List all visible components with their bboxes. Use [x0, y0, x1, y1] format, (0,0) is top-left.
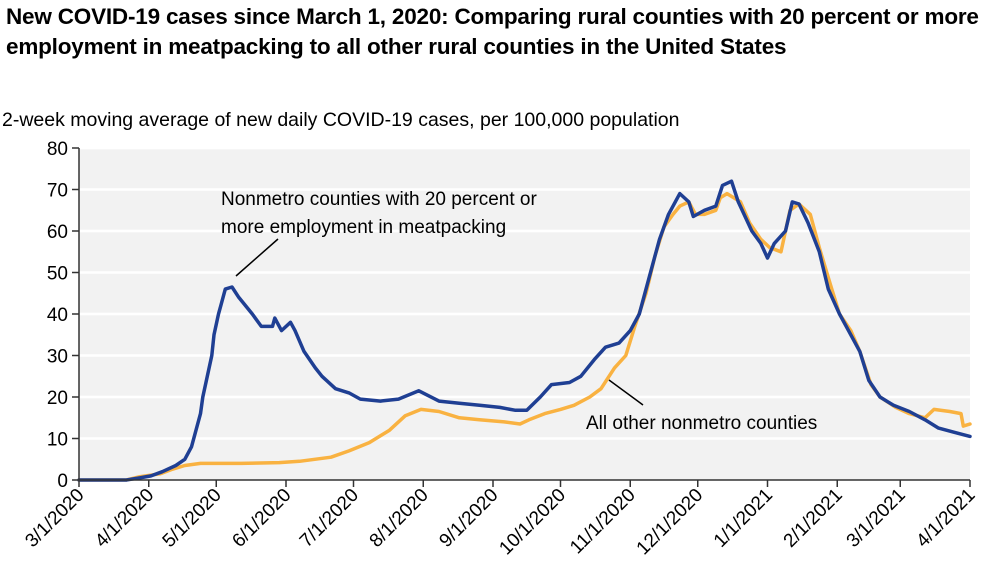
chart-title: New COVID-19 cases since March 1, 2020: …	[6, 4, 979, 59]
y-tick-label: 40	[47, 305, 68, 326]
x-tick-label: 6/1/2020	[228, 485, 295, 552]
x-tick-label: 1/1/2021	[710, 485, 777, 552]
y-tick-label: 80	[47, 139, 68, 160]
x-tick-label: 4/1/2021	[912, 485, 979, 552]
x-tick-label: 4/1/2020	[91, 485, 158, 552]
annotation-other-nonmetro: All other nonmetro counties	[586, 413, 817, 434]
annotation-leader-meatpacking	[235, 238, 279, 277]
x-tick-label: 12/1/2020	[633, 485, 708, 560]
x-tick-label: 3/1/2021	[843, 485, 910, 552]
y-tick-label: 20	[47, 388, 68, 409]
y-tick-label: 10	[47, 430, 68, 451]
x-tick-label: 2/1/2021	[780, 485, 847, 552]
x-tick-label: 9/1/2020	[435, 485, 502, 552]
annotation-leader-other	[608, 379, 644, 406]
y-tick-label: 50	[47, 264, 68, 285]
y-tick-label: 0	[57, 471, 68, 492]
x-tick-label: 10/1/2020	[495, 485, 570, 560]
y-tick-label: 70	[47, 181, 68, 202]
y-tick-label: 60	[47, 222, 68, 243]
annotation-meatpacking-line1: Nonmetro counties with 20 percent or	[221, 189, 537, 210]
annotation-meatpacking-line2: more employment in meatpacking	[221, 217, 506, 238]
x-tick-label: 8/1/2020	[366, 485, 433, 552]
series-line-meatpacking	[77, 179, 972, 482]
x-tick-label: 3/1/2020	[21, 485, 88, 552]
y-tick-label: 30	[47, 347, 68, 368]
x-tick-label: 11/1/2020	[566, 485, 640, 559]
x-tick-label: 7/1/2020	[296, 485, 363, 552]
chart-subtitle: 2-week moving average of new daily COVID…	[2, 109, 680, 131]
x-tick-label: 5/1/2020	[159, 485, 226, 552]
